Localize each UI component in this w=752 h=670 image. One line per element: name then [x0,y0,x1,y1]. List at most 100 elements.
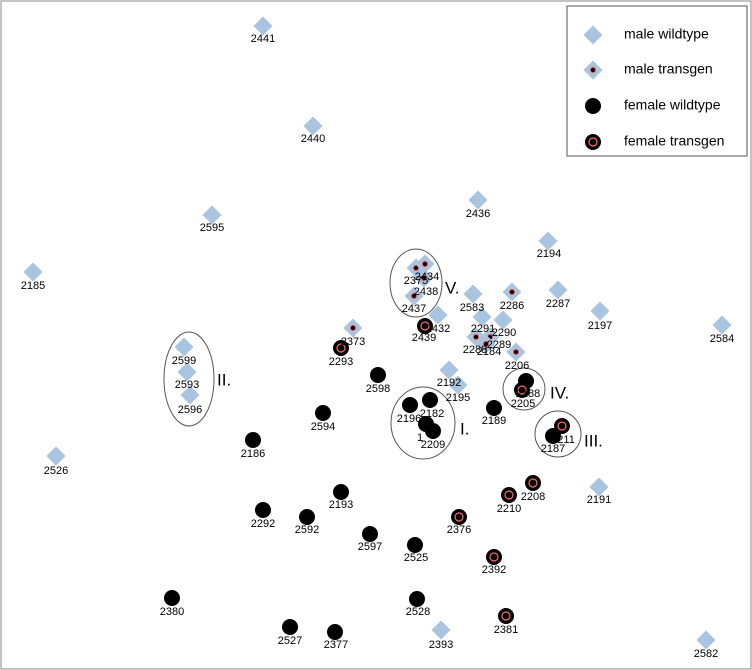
point-2292 [255,502,271,518]
point-label: 2598 [366,383,390,395]
point-2595 [202,205,222,225]
point-label: 2592 [295,524,319,536]
diamond-marker [712,315,732,335]
ring-marker [420,321,430,331]
circle-marker [422,392,438,408]
point-2441 [253,16,273,36]
point-2439 [417,318,433,334]
center-dot [473,334,479,340]
diamond-marker [696,630,716,650]
circle-marker [327,624,343,640]
point-label: 2291 [471,323,495,335]
point-label: 2290 [492,327,516,339]
point-2436 [468,190,488,210]
diamond-marker [174,337,194,357]
legend-marker-3 [585,98,601,114]
point-label: 2434 [415,271,439,283]
circle-marker [514,382,530,398]
point-label: 2436 [466,208,490,220]
circle-marker [370,367,386,383]
diamond-marker [431,620,451,640]
point-label: 2596 [178,404,202,416]
circle-marker [255,502,271,518]
diamond-marker [180,385,200,405]
point-label: 2375 [404,275,428,287]
point-label: 2188 [516,388,540,400]
point-2196 [402,397,418,413]
center-dot [411,293,417,299]
point-2184 [476,334,496,354]
circle-marker [486,549,502,565]
circle-marker [333,340,349,356]
point-2197 [590,301,610,321]
ring-marker [504,490,514,500]
ring-marker [588,137,598,147]
point-label: 2197 [588,320,612,332]
point-label: 2288 [463,344,487,356]
point-label: 2292 [251,518,275,530]
diamond-marker [583,25,603,45]
point-label: 2206 [505,360,529,372]
group-ellipse-1 [390,386,456,460]
circle-marker [299,509,315,525]
legend-label-1: male wildtype [624,26,709,42]
diamond-marker [428,305,448,325]
point-2209 [425,423,441,439]
point-2208 [525,475,541,491]
point-2189 [486,400,502,416]
point-label: 2528 [406,606,430,618]
point-label: 2595 [200,222,224,234]
point-label: 2209 [421,439,445,451]
point-label: 2597 [358,541,382,553]
point-label: 2186 [241,448,265,460]
point-2194 [538,231,558,251]
point-label: 2392 [482,564,506,576]
group-ellipses: I. II. III. IV. V. [163,248,603,460]
diamond-marker [493,310,513,330]
ring-marker [454,512,464,522]
circle-marker [417,318,433,334]
diamond-marker [472,307,492,327]
point-label: 2594 [311,421,335,433]
circle-marker [164,590,180,606]
circle-marker [525,475,541,491]
ring-marker [517,385,527,395]
group-ellipse-2 [163,331,215,427]
point-2526 [46,446,66,466]
center-dot [422,261,428,267]
center-dot [413,265,419,271]
point-2599 [174,337,194,357]
legend-marker-1 [583,25,603,45]
point-2192 [439,360,459,380]
point-2438 [414,268,434,288]
point-2440 [303,116,323,136]
point-2596 [180,385,200,405]
point-label: 2196 [397,413,421,425]
circle-marker [315,405,331,421]
point-label: 2211 [551,434,575,446]
diamond-marker [177,362,197,382]
diamond-marker [253,16,273,36]
legend-label-4: female transgen [624,133,724,149]
diamond-marker [448,375,468,395]
point-label: 2393 [429,639,453,651]
point-label: 2373 [341,336,365,348]
diamond-marker [23,262,43,282]
point-2594 [315,405,331,421]
center-dot [483,341,489,347]
point-label: 2194 [537,248,561,260]
point-label: 2208 [521,491,545,503]
point-label: 2185 [21,280,45,292]
data-points [23,16,732,650]
legend-marker-4 [585,134,601,150]
point-2185 [23,262,43,282]
point-2373 [343,318,363,338]
point-label: 2599 [172,355,196,367]
point-2527 [282,619,298,635]
center-dot [590,67,596,73]
point-2392 [486,549,502,565]
diamond-marker [468,190,488,210]
group-ellipse-4 [502,367,546,411]
circle-marker [501,487,517,503]
circle-marker [585,98,601,114]
